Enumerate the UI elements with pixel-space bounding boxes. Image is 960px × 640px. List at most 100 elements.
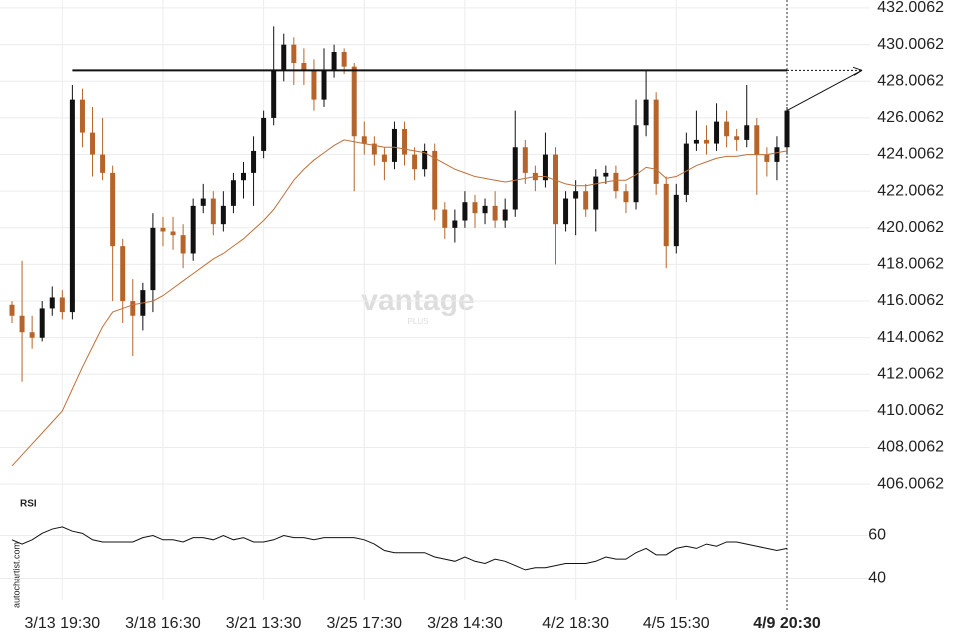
candle-body	[90, 132, 96, 155]
candle-body	[754, 125, 760, 155]
candle-body	[261, 117, 267, 151]
candle-body	[583, 191, 589, 210]
candle-body	[502, 209, 508, 221]
candle-body	[683, 143, 689, 195]
candle-body	[170, 231, 176, 236]
candle-body	[19, 315, 25, 333]
rsi-tick-label: 60	[868, 527, 886, 544]
x-tick-label: 4/9 20:30	[753, 615, 821, 632]
candle-body	[361, 136, 367, 144]
forecast-arrowhead	[852, 66, 863, 76]
candle-body	[110, 172, 116, 247]
candle-body	[512, 147, 518, 210]
y-tick-label: 424.0062	[877, 146, 944, 163]
y-tick-label: 414.0062	[877, 329, 944, 346]
y-tick-label: 428.0062	[877, 72, 944, 89]
candle-body	[442, 209, 448, 228]
candle-body	[522, 147, 528, 173]
candle-body	[714, 121, 720, 144]
y-tick-label: 430.0062	[877, 36, 944, 53]
rsi-title: RSI	[20, 499, 37, 510]
y-tick-label: 410.0062	[877, 402, 944, 419]
x-tick-label: 4/2 18:30	[542, 615, 609, 632]
candle-body	[492, 205, 498, 221]
candle-body	[251, 150, 257, 173]
candle-body	[39, 308, 45, 338]
candle-body	[180, 235, 186, 254]
candle-body	[462, 202, 468, 221]
candle-body	[593, 176, 599, 210]
candle-body	[130, 301, 136, 316]
candle-body	[291, 44, 297, 63]
candle-body	[240, 172, 246, 181]
candle-body	[563, 198, 569, 225]
candle-body	[452, 220, 458, 228]
candle-body	[542, 154, 548, 181]
y-tick-label: 418.0062	[877, 256, 944, 273]
x-tick-label: 4/5 15:30	[643, 615, 710, 632]
candle-body	[341, 52, 347, 67]
candle-body	[391, 128, 397, 162]
candle-body	[432, 150, 438, 210]
candle-body	[724, 121, 730, 137]
x-tick-label: 3/28 14:30	[427, 615, 503, 632]
candle-body	[69, 99, 75, 313]
candle-body	[603, 172, 609, 177]
candle-body	[673, 194, 679, 247]
y-tick-label: 420.0062	[877, 219, 944, 236]
y-tick-label: 416.0062	[877, 292, 944, 309]
y-tick-label: 412.0062	[877, 365, 944, 382]
y-tick-label: 422.0062	[877, 182, 944, 199]
candle-body	[633, 125, 639, 203]
candle-body	[59, 297, 65, 313]
candle-body	[100, 154, 106, 173]
candle-body	[553, 154, 559, 225]
candle-body	[150, 227, 156, 291]
candle-body	[301, 62, 307, 71]
candle-body	[371, 143, 377, 155]
y-tick-label: 426.0062	[877, 109, 944, 126]
candle-body	[774, 147, 780, 162]
candle-body	[230, 180, 236, 206]
candle-body	[271, 70, 277, 118]
candle-body	[472, 202, 478, 214]
candle-body	[29, 332, 35, 338]
candle-body	[210, 198, 216, 225]
candle-body	[351, 66, 357, 137]
candle-body	[734, 136, 740, 140]
source: autochartist.com	[11, 542, 21, 608]
candle-body	[200, 198, 206, 206]
rsi-line	[11, 526, 788, 571]
candle-body	[331, 52, 337, 71]
candle-body	[663, 183, 669, 247]
candle-body	[623, 191, 629, 203]
x-tick-label: 3/13 19:30	[25, 615, 101, 632]
candle-body	[381, 154, 387, 162]
x-tick-label: 3/18 16:30	[125, 615, 201, 632]
rsi-tick-label: 40	[868, 570, 886, 587]
candle-body	[281, 44, 287, 71]
candle-body	[744, 125, 750, 140]
candle-body	[764, 154, 770, 162]
candle-body	[79, 99, 85, 133]
y-tick-label: 432.0062	[877, 0, 944, 16]
watermark-brand: vantage	[361, 284, 474, 317]
candle-body	[653, 99, 659, 184]
candle-body	[9, 304, 15, 316]
candle-body	[412, 154, 418, 170]
candle-body	[160, 227, 166, 232]
candle-body	[220, 205, 226, 225]
candle-body	[482, 205, 488, 214]
candle-body	[190, 205, 196, 254]
moving-average	[11, 139, 788, 467]
x-tick-label: 3/25 17:30	[326, 615, 402, 632]
y-tick-label: 406.0062	[877, 475, 944, 492]
candle-body	[422, 150, 428, 170]
x-tick-label: 3/21 13:30	[226, 615, 302, 632]
candle-body	[321, 70, 327, 100]
candle-body	[120, 246, 126, 302]
candle-body	[703, 139, 709, 144]
candle-body	[643, 99, 649, 126]
